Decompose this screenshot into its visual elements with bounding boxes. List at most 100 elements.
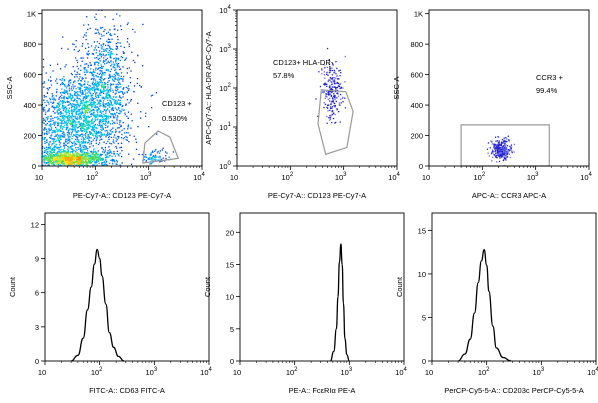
event-dot bbox=[120, 90, 122, 93]
event-dot bbox=[321, 69, 323, 71]
event-dot bbox=[100, 153, 102, 156]
event-dot bbox=[82, 160, 85, 162]
x-tick-label: 10 bbox=[425, 368, 433, 377]
event-dot bbox=[344, 107, 347, 109]
event-dot bbox=[85, 118, 87, 120]
event-dot bbox=[104, 126, 107, 129]
event-dot bbox=[68, 163, 71, 166]
event-dot bbox=[83, 107, 85, 109]
event-dot bbox=[500, 144, 502, 147]
event-dot bbox=[105, 32, 108, 35]
event-dot bbox=[104, 150, 106, 152]
event-dot bbox=[91, 159, 94, 161]
event-dot bbox=[87, 83, 89, 85]
event-dot bbox=[81, 159, 83, 162]
event-dot bbox=[154, 156, 156, 158]
event-dot bbox=[156, 133, 158, 135]
event-dot bbox=[82, 77, 84, 80]
event-dot bbox=[64, 150, 66, 152]
event-dot bbox=[46, 158, 48, 160]
event-dot bbox=[106, 98, 108, 100]
event-dot bbox=[495, 152, 497, 154]
event-dot bbox=[124, 59, 126, 61]
event-dot bbox=[48, 109, 50, 111]
event-dot bbox=[37, 164, 38, 165]
event-dot bbox=[52, 110, 54, 113]
event-dot bbox=[331, 113, 333, 116]
event-dot bbox=[101, 124, 103, 126]
event-dot bbox=[42, 164, 44, 166]
event-dot bbox=[324, 67, 326, 69]
event-dot bbox=[82, 151, 84, 153]
event-dot bbox=[15, 129, 16, 130]
event-dot bbox=[103, 118, 106, 121]
x-tick-label: 102 bbox=[286, 367, 298, 377]
event-dot bbox=[135, 141, 138, 143]
event-dot bbox=[79, 128, 82, 130]
event-dot bbox=[498, 155, 500, 158]
event-dot bbox=[52, 159, 55, 161]
event-dot bbox=[56, 147, 59, 150]
x-tick-exponent: 2 bbox=[99, 367, 103, 373]
event-dot bbox=[54, 106, 56, 108]
event-dot bbox=[510, 148, 512, 150]
event-dot bbox=[123, 132, 126, 134]
event-dot bbox=[79, 91, 81, 93]
event-dot bbox=[77, 108, 79, 111]
event-dot bbox=[88, 135, 90, 138]
event-dot bbox=[38, 128, 39, 129]
event-dot bbox=[94, 115, 97, 117]
event-dot bbox=[68, 96, 70, 98]
event-dot bbox=[159, 161, 161, 163]
event-dot bbox=[120, 125, 122, 128]
event-dot bbox=[511, 146, 513, 148]
event-dot bbox=[22, 151, 23, 152]
event-dot bbox=[9, 160, 10, 161]
event-dot bbox=[106, 93, 108, 95]
event-dot bbox=[45, 162, 47, 165]
event-dot bbox=[74, 85, 76, 87]
event-dot bbox=[75, 154, 78, 156]
event-dot bbox=[114, 28, 116, 30]
event-dot bbox=[56, 104, 58, 107]
event-dot bbox=[71, 105, 73, 107]
event-dot bbox=[90, 143, 93, 145]
event-dot bbox=[74, 126, 76, 129]
event-dot bbox=[109, 41, 112, 43]
event-dot bbox=[503, 139, 505, 141]
event-dot bbox=[16, 74, 17, 75]
event-dot bbox=[73, 159, 76, 161]
event-dot bbox=[495, 147, 497, 150]
event-dot bbox=[87, 163, 89, 165]
event-dot bbox=[64, 156, 67, 158]
event-dot bbox=[70, 111, 72, 113]
event-dot bbox=[90, 113, 93, 115]
event-dot bbox=[116, 127, 119, 129]
event-dot bbox=[88, 88, 90, 90]
event-dot bbox=[91, 89, 94, 91]
event-dot bbox=[48, 158, 50, 160]
event-dot bbox=[54, 135, 56, 138]
event-dot bbox=[108, 74, 110, 77]
event-dot bbox=[107, 81, 109, 83]
event-dot bbox=[113, 160, 115, 162]
event-dot bbox=[84, 128, 86, 130]
event-dot bbox=[39, 111, 40, 112]
event-dot bbox=[97, 76, 100, 78]
event-dot bbox=[68, 85, 71, 87]
event-dot bbox=[76, 127, 78, 129]
event-dot bbox=[340, 87, 342, 89]
event-dot bbox=[76, 161, 78, 164]
event-dot bbox=[78, 87, 81, 89]
event-dot bbox=[79, 113, 81, 115]
event-dot bbox=[94, 161, 96, 163]
event-dot bbox=[54, 116, 56, 119]
event-dot bbox=[80, 160, 82, 162]
event-dot bbox=[81, 109, 83, 111]
event-dot bbox=[48, 164, 50, 166]
event-dot bbox=[71, 89, 73, 91]
event-dot bbox=[109, 34, 112, 36]
event-dot bbox=[93, 116, 96, 118]
event-dot bbox=[70, 98, 72, 100]
